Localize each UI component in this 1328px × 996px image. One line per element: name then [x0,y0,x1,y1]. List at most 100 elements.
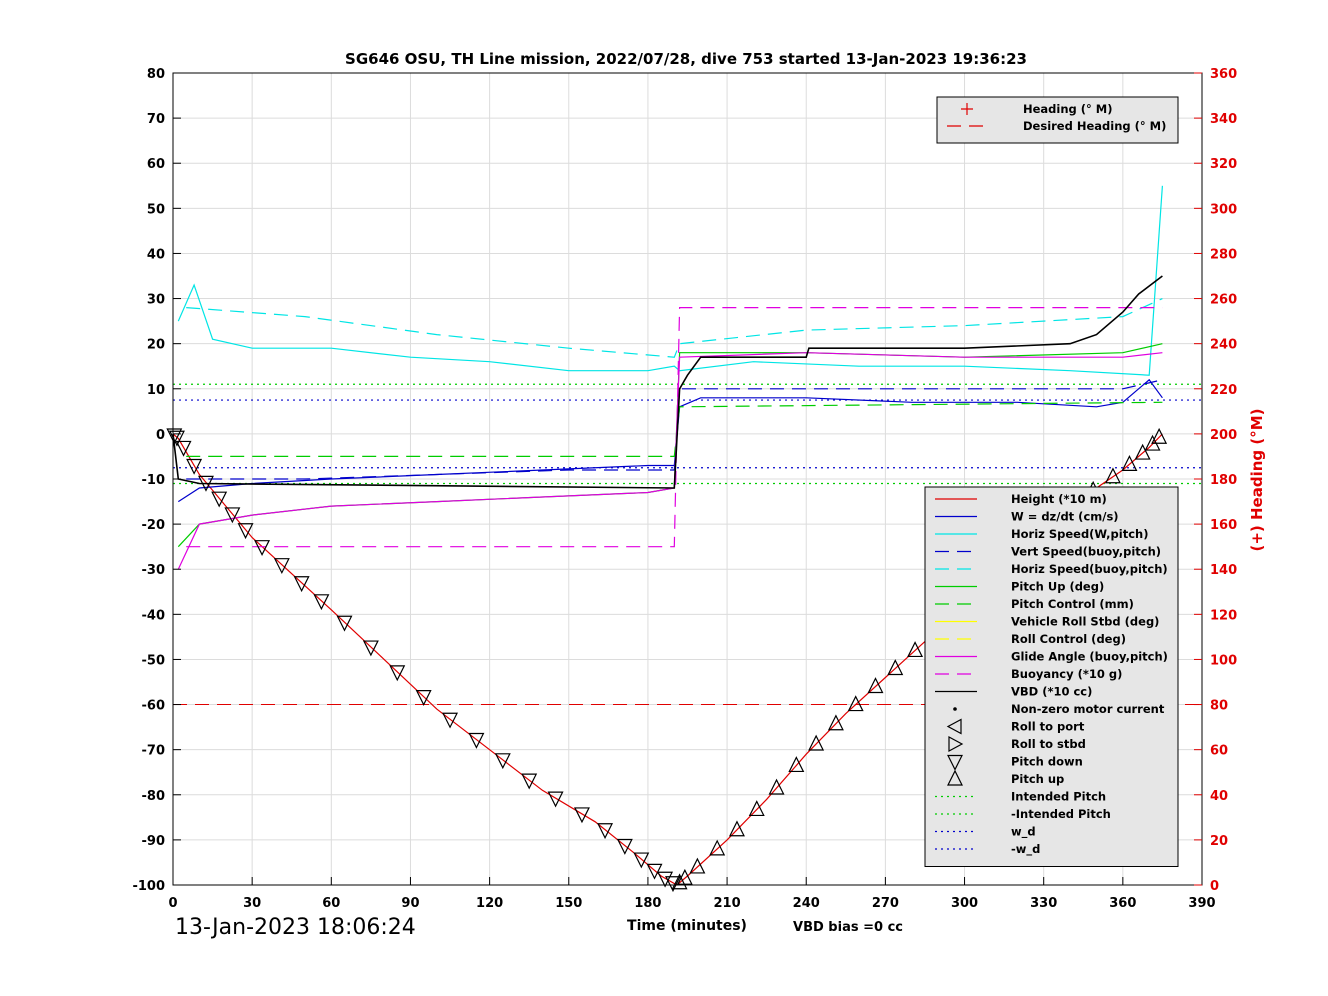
y-tick-label: -30 [142,563,166,578]
x-tick-label: 30 [243,896,261,911]
legend-swatch [948,735,964,753]
y-right-tick-label: 140 [1210,563,1237,578]
x-tick-label: 150 [555,896,582,911]
y-tick-label: 0 [156,428,165,443]
x-axis: 0 30 60 90 120 150 180 210 240 270 300 330 360 390 [168,877,1216,911]
legend-entry-label: Vert Speed(buoy,pitch) [1011,545,1161,559]
y-tick-label: -40 [142,608,166,623]
pitch-up-marker [907,641,924,658]
pitch-down-marker [633,852,650,869]
vbd-bias-label: VBD bias =0 cc [793,920,903,935]
y-tick-label: 60 [147,157,165,172]
pitch-down-marker [573,807,590,824]
pitch-down-marker [211,491,228,508]
y-right-tick-label: 240 [1210,338,1237,353]
y-right-tick-label: 40 [1210,789,1228,804]
y-right-tick-label: 80 [1210,699,1228,714]
pitch-up-marker [676,868,693,885]
legend-entry-label: Pitch Up (deg) [1011,580,1104,594]
legend-entry-label: -Intended Pitch [1011,807,1111,821]
pitch-up-marker [827,714,844,731]
series-line [172,275,1163,489]
y-tick-label: 40 [147,247,165,262]
pitch-up-marker [847,695,864,712]
y-right-tick-label: 160 [1210,518,1237,533]
pitch-down-marker [336,615,353,632]
pitch-down-marker [224,507,241,524]
y-tick-label: 70 [147,112,165,127]
x-tick-label: 360 [1109,896,1136,911]
pitch-up-marker [887,659,904,676]
x-tick-label: 180 [634,896,661,911]
legend-box [936,96,1179,144]
legend-entry-label: Roll Control (deg) [1011,632,1126,646]
y-tick-label: -100 [132,879,165,894]
pitch-down-marker [389,665,406,682]
y-right-tick-label: 100 [1210,653,1237,668]
legend-entry-label: Roll to stbd [1011,737,1086,751]
legend-entry-label: Desired Heading (° M) [1023,119,1166,133]
pitch-down-marker [313,594,330,611]
y-tick-label: -10 [142,473,166,488]
pitch-down-marker [665,876,681,893]
y-right-tick-label: 20 [1210,834,1228,849]
legend-entry-label: w_d [1011,825,1036,840]
legend-heading: Heading (° M) Desired Heading (° M) [936,96,1179,144]
pitch-up-marker [729,820,745,837]
pitch-down-marker [362,640,379,657]
legend-entry-label: -w_d [1011,842,1040,857]
pitch-down-marker [442,712,459,729]
x-tick-label: 210 [714,896,741,911]
y-tick-label: -90 [142,834,166,849]
pitch-down-marker [468,732,485,749]
legend-entry-label: Height (*10 m) [1011,492,1107,506]
x-tick-label: 330 [1030,896,1057,911]
pitch-up-marker [788,756,805,773]
legend-entry-label: Non-zero motor current [1011,702,1165,716]
legend-entry-label: Pitch up [1011,772,1064,786]
pitch-down-marker [657,871,674,888]
legend-box [924,486,1179,867]
pitch-up-marker [671,873,688,890]
y-axis-left: -100-90-80-70-60-50-40-30-20-10010203040… [132,67,181,894]
legend-entry-label: Pitch Control (mm) [1011,597,1134,611]
legend-entry-label: Horiz Speed(W,pitch) [1011,527,1148,541]
y-tick-label: 20 [147,338,165,353]
pitch-up-marker [689,857,706,874]
legend-swatch [953,707,957,711]
pitch-down-marker [198,475,214,492]
legend-entry-label: Vehicle Roll Stbd (deg) [1011,615,1159,629]
y-right-tick-label: 60 [1210,744,1228,759]
legend-entry-label: Roll to port [1011,720,1085,734]
legend-swatch [961,103,973,115]
y-right-tick-label: 0 [1210,879,1219,894]
pitch-up-marker [1121,454,1138,471]
x-tick-label: 0 [168,896,177,911]
y-axis-right-label: (+) Heading (°M) [1248,408,1266,551]
legend-entry-label: Buoyancy (*10 g) [1011,667,1122,681]
legend-entry-label: VBD (*10 cc) [1011,685,1092,699]
y-right-tick-label: 300 [1210,202,1237,217]
y-right-tick-label: 260 [1210,293,1237,308]
pitch-down-marker [273,558,290,575]
pitch-up-marker [808,734,825,751]
y-right-tick-label: 320 [1210,157,1237,172]
pitch-down-marker [166,428,183,445]
legend-swatch [946,718,962,735]
y-right-tick-label: 120 [1210,608,1237,623]
y-tick-label: -60 [142,699,166,714]
pitch-down-marker [237,523,254,540]
legend-entry-label: W = dz/dt (cm/s) [1011,510,1119,524]
y-axis-right: 0 20 40 60 80 100 120 140 160 180 200 220 240 260 280 3… [1194,67,1237,894]
y-right-tick-label: 340 [1210,112,1237,127]
y-tick-label: 80 [147,67,165,82]
pitch-up-marker [1151,427,1168,444]
y-tick-label: -80 [142,789,166,804]
pitch-down-marker [646,863,663,880]
pitch-down-marker [293,576,310,593]
series-line [186,379,1163,480]
chart-title: SG646 OSU, TH Line mission, 2022/07/28, … [345,50,1027,68]
x-tick-label: 60 [322,896,340,911]
series-line [186,401,1163,457]
